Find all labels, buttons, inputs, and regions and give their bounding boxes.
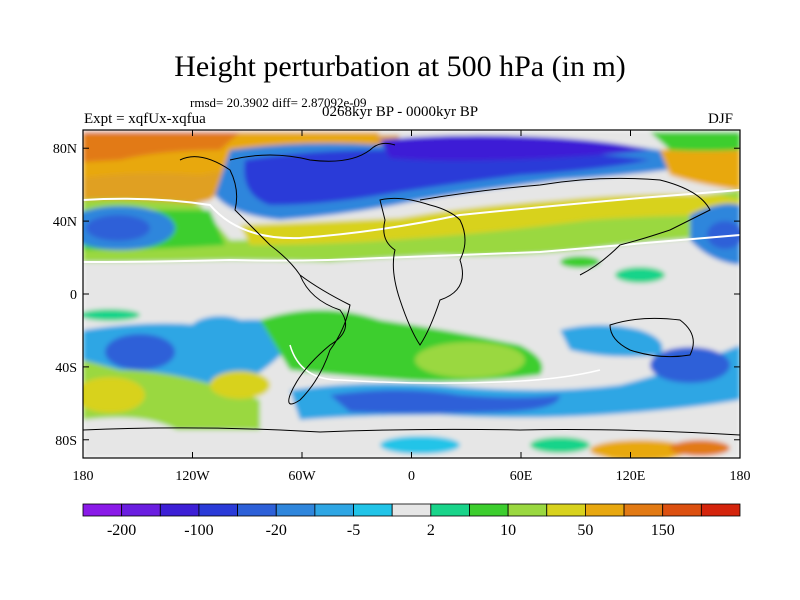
colorbar-swatch	[623, 503, 664, 517]
colorbar-swatch	[237, 503, 277, 517]
colorbar-swatch	[159, 503, 200, 517]
colorbar-swatch	[353, 503, 393, 517]
lon-label: 60W	[288, 469, 316, 484]
colorbar-label: -20	[266, 522, 287, 539]
lat-label: 80N	[53, 142, 77, 157]
colorbar-swatch	[469, 503, 509, 517]
height-field	[83, 130, 740, 458]
latitude-axis: 80N 40N 0 40S 80S	[53, 142, 740, 449]
colorbar-label: 10	[500, 522, 516, 539]
lon-label: 0	[408, 469, 415, 484]
colorbar	[82, 503, 741, 517]
colorbar-swatch	[314, 503, 354, 517]
colorbar-labels: -200 -100 -20 -5 2 10 50 150	[107, 522, 675, 539]
colorbar-label: -100	[184, 522, 213, 539]
colorbar-label: -200	[107, 522, 136, 539]
lon-label: 120E	[616, 469, 646, 484]
longitude-axis: 180 120W 60W 0 60E 120E 180	[73, 130, 751, 484]
lon-label: 180	[730, 469, 751, 484]
colorbar-swatch	[121, 503, 161, 517]
period-label: 0268kyr BP - 0000kyr BP	[322, 104, 479, 120]
season-label: DJF	[708, 111, 734, 127]
colorbar-swatch	[275, 503, 316, 517]
colorbar-swatch	[391, 503, 432, 517]
colorbar-label: -5	[347, 522, 360, 539]
lat-label: 40N	[53, 215, 77, 230]
lon-label: 60E	[510, 469, 533, 484]
lon-label: 120W	[175, 469, 210, 484]
experiment-label: Expt = xqfUx-xqfua	[84, 111, 206, 127]
colorbar-swatch	[507, 503, 548, 517]
lon-label: 180	[73, 469, 94, 484]
colorbar-swatch	[700, 503, 741, 517]
colorbar-label: 2	[427, 522, 435, 539]
colorbar-swatch	[82, 503, 123, 517]
lat-label: 80S	[55, 434, 77, 449]
lat-label: 40S	[55, 361, 77, 376]
colorbar-label: 150	[651, 522, 675, 539]
lat-label: 0	[70, 288, 77, 303]
plot-title: Height perturbation at 500 hPa (in m)	[174, 50, 626, 83]
colorbar-swatch	[585, 503, 625, 517]
colorbar-swatch	[430, 503, 470, 517]
colorbar-label: 50	[577, 522, 593, 539]
colorbar-swatch	[546, 503, 586, 517]
stats-text: rmsd= 20.3902 diff= 2.87092e-09	[190, 95, 367, 110]
colorbar-swatch	[662, 503, 702, 517]
colorbar-swatch	[198, 503, 238, 517]
